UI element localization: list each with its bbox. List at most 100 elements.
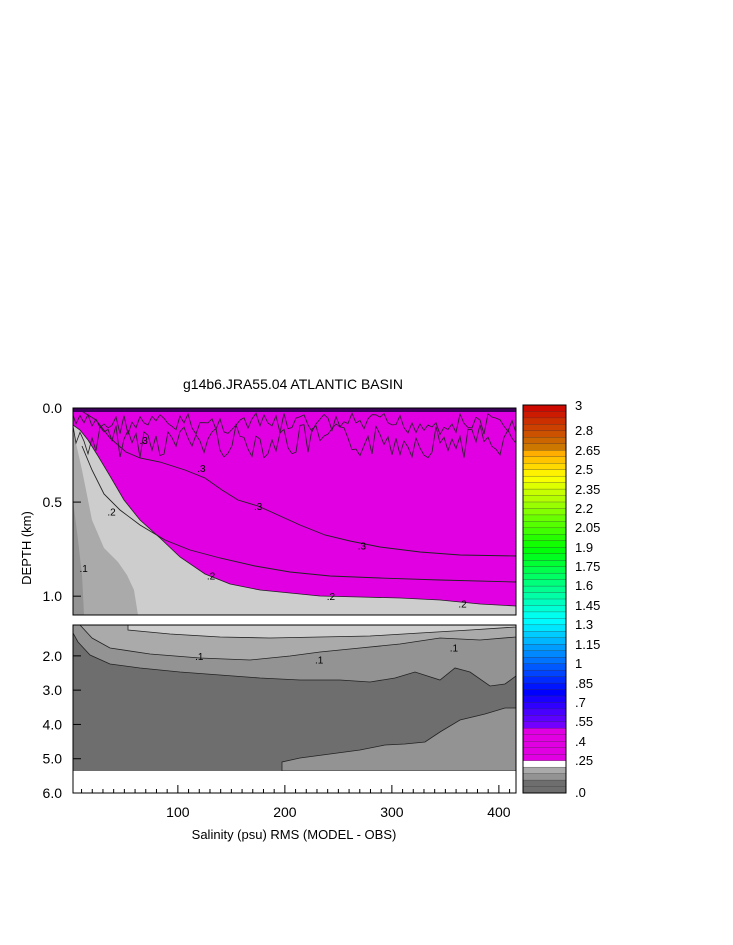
colorbar-segment <box>522 766 567 775</box>
contour-label: .2 <box>327 592 336 603</box>
colorbar-segment <box>522 508 567 516</box>
colorbar-segment <box>522 501 567 509</box>
colorbar-tick-label: 2.5 <box>575 462 593 477</box>
colorbar-tick-label: 1 <box>575 656 582 671</box>
colorbar-tick-label: 2.05 <box>575 520 600 535</box>
colorbar-segment <box>522 728 567 736</box>
chart-title: g14b6.JRA55.04 ATLANTIC BASIN <box>183 376 403 392</box>
colorbar-segment <box>522 463 567 471</box>
deep-gray-region <box>73 430 138 615</box>
colorbar-segment <box>522 721 567 729</box>
contour-label: .3 <box>197 464 206 475</box>
colorbar-segment <box>522 663 567 671</box>
colorbar-segment <box>522 456 567 464</box>
y-tick-label: 0.0 <box>43 400 63 416</box>
contour-label: .2 <box>107 508 116 519</box>
contour-label: .1 <box>315 655 324 666</box>
colorbar-segment <box>522 579 567 587</box>
colorbar-tick-label: 2.35 <box>575 482 600 497</box>
colorbar-segment <box>522 443 567 451</box>
y-tick-label: 1.0 <box>43 588 63 604</box>
surface-noise <box>73 408 516 459</box>
colorbar-segment <box>522 540 567 548</box>
colorbar-tick-label: .0 <box>575 785 586 800</box>
surface-dark-band <box>73 408 516 412</box>
x-tick-label: 300 <box>380 804 404 820</box>
x-axis: 100 200 300 400 <box>81 785 511 820</box>
colorbar-segment <box>522 689 567 697</box>
colorbar-segment <box>522 411 567 419</box>
contour-label: .1 <box>80 564 89 575</box>
colorbar-segment <box>522 488 567 496</box>
deep-lighter-region <box>281 707 516 772</box>
colorbar-segment <box>522 547 567 555</box>
colorbar-segment <box>522 631 567 639</box>
land-mask <box>73 771 516 793</box>
colorbar-segment <box>522 644 567 652</box>
colorbar-segment <box>522 741 567 749</box>
colorbar-tick-label: 2.2 <box>575 501 593 516</box>
colorbar-tick-label: 1.9 <box>575 540 593 555</box>
y-tick-label: 2.0 <box>43 648 63 664</box>
colorbar-segment <box>522 424 567 432</box>
colorbar: 3 2.8 2.65 2.5 2.35 2.2 2.05 1.9 1.75 1.6 1.45 1.3 1… <box>522 398 600 800</box>
colorbar-segment <box>522 657 567 665</box>
colorbar-tick-label: 1.15 <box>575 637 600 652</box>
surface-contour-lower <box>73 423 516 459</box>
contour-label: .3 <box>254 502 263 513</box>
magenta-region <box>73 408 516 607</box>
colorbar-segment <box>522 560 567 568</box>
colorbar-segment <box>522 469 567 477</box>
contour-label: .1 <box>450 643 459 654</box>
colorbar-tick-label: .4 <box>575 734 586 749</box>
colorbar-tick-label: 3 <box>575 398 582 413</box>
colorbar-segment <box>522 592 567 600</box>
contour-0.3 <box>79 409 516 557</box>
colorbar-segment <box>522 669 567 678</box>
colorbar-segment <box>522 676 567 684</box>
colorbar-segment <box>522 637 567 645</box>
colorbar-segment <box>522 404 567 412</box>
colorbar-segment <box>522 650 567 658</box>
contour-label: .1 <box>195 652 204 663</box>
colorbar-tick-label: .55 <box>575 714 593 729</box>
lower-panel <box>73 625 516 793</box>
colorbar-segment <box>522 430 567 438</box>
colorbar-segment <box>522 585 567 593</box>
x-axis-label: Salinity (psu) RMS (MODEL - OBS) <box>192 827 397 842</box>
darkest-wedge <box>73 500 84 615</box>
colorbar-segment <box>522 450 567 458</box>
colorbar-tick-label: 1.3 <box>575 617 593 632</box>
colorbar-segment <box>522 682 567 690</box>
colorbar-segment <box>522 521 567 529</box>
contour-label: .3 <box>139 436 148 447</box>
colorbar-tick-label: 2.65 <box>575 443 600 458</box>
y-axis-label: DEPTH (km) <box>19 511 34 585</box>
colorbar-segment <box>522 747 567 755</box>
colorbar-segment <box>522 611 567 619</box>
contour-label: .3 <box>358 541 367 552</box>
colorbar-segment <box>522 786 567 794</box>
colorbar-segment <box>522 572 567 581</box>
colorbar-segment <box>522 598 567 606</box>
y-tick-label: 3.0 <box>43 682 63 698</box>
colorbar-tick-label: .25 <box>575 753 593 768</box>
contour-labels: .3 .3 .3 .3 .2 .2 .2 .2 .1 .1 .1 .1 <box>80 436 468 666</box>
colorbar-segment <box>522 514 567 522</box>
band-lightest <box>127 625 516 639</box>
colorbar-tick-label: 1.45 <box>575 598 600 613</box>
contour-label: .2 <box>458 600 467 611</box>
surface-contour-upper <box>73 412 516 436</box>
colorbar-tick-label: .7 <box>575 695 586 710</box>
lower-frame <box>72 624 517 794</box>
colorbar-segment <box>522 437 567 445</box>
contour-label: .2 <box>207 571 216 582</box>
y-tick-label: 4.0 <box>43 716 63 732</box>
upper-frame <box>72 407 517 616</box>
x-tick-label: 100 <box>166 804 190 820</box>
x-tick-label: 200 <box>273 804 297 820</box>
colorbar-segment <box>522 475 567 484</box>
colorbar-segment <box>522 773 567 781</box>
colorbar-segment <box>522 417 567 425</box>
